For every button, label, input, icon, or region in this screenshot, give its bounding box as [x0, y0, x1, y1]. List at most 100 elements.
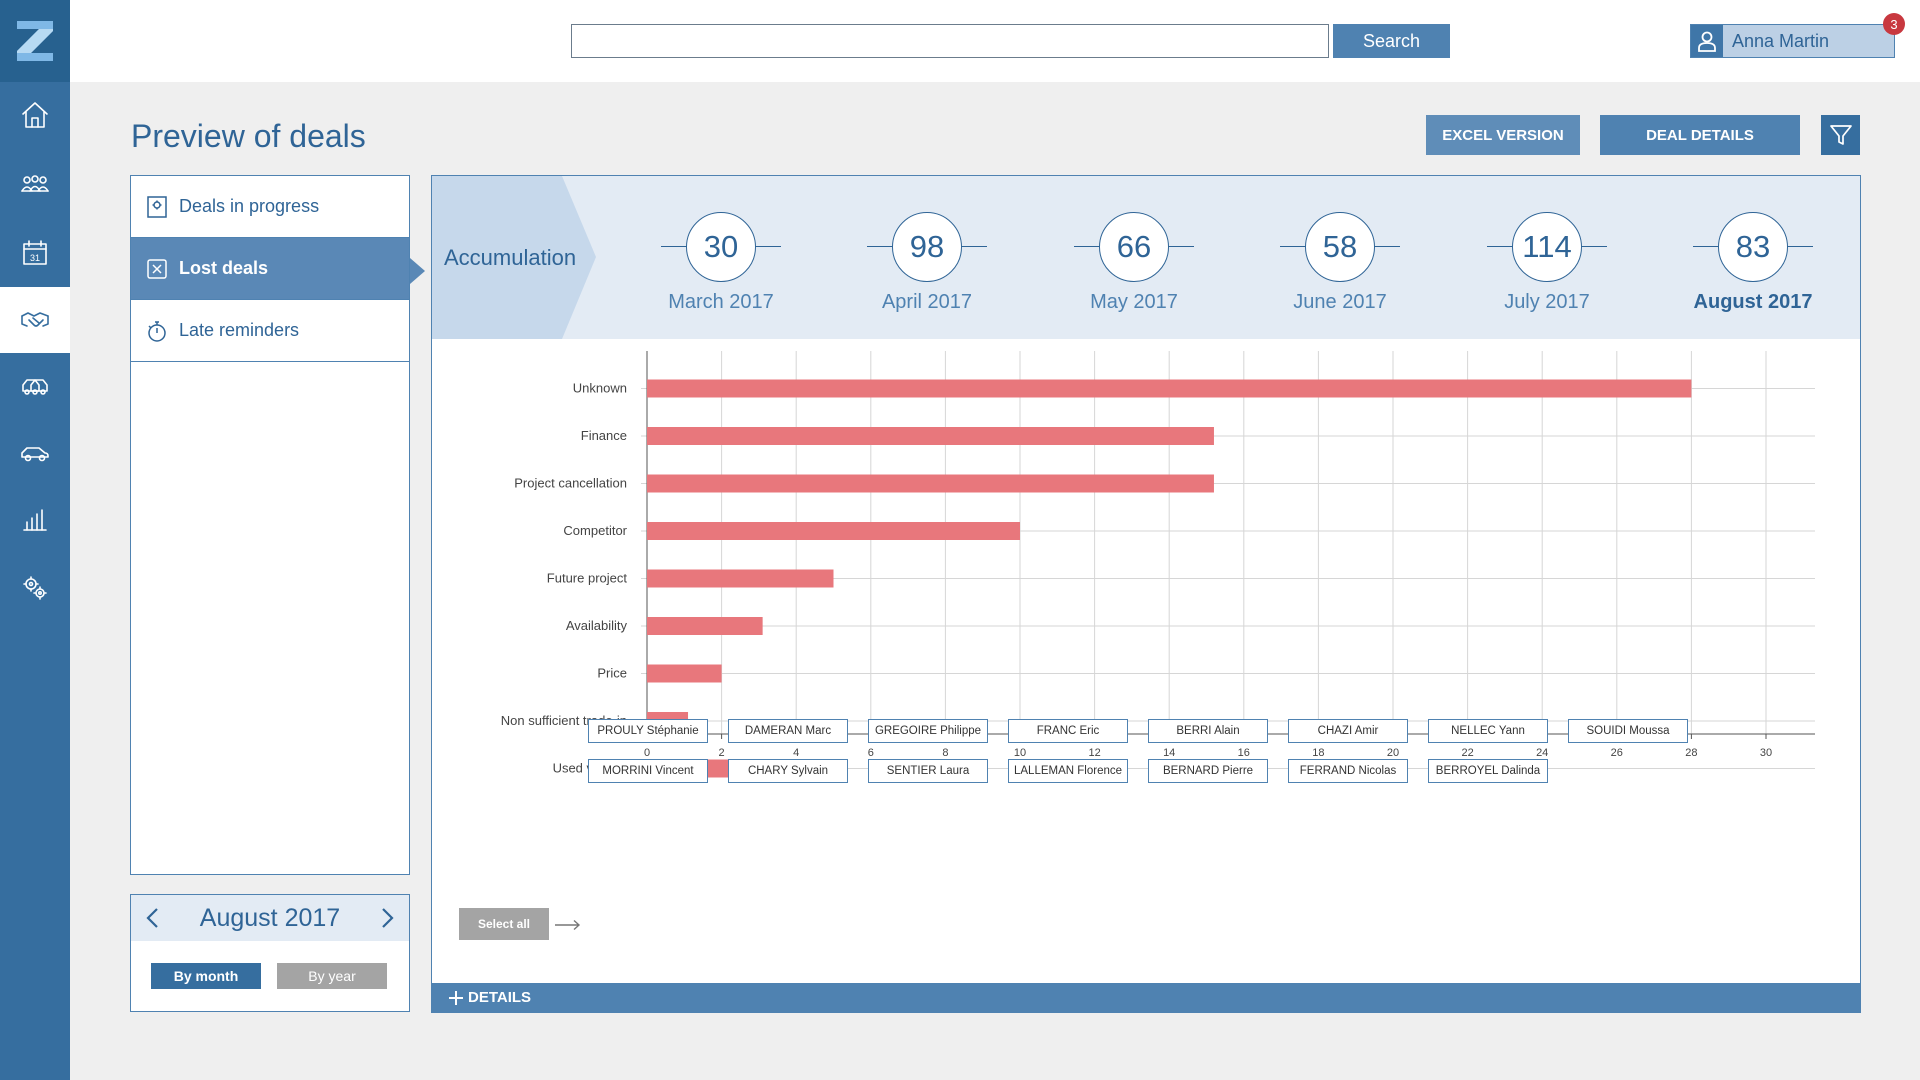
calendar-day: 31 — [30, 253, 40, 263]
menu-item-lost-deals[interactable]: Lost deals — [131, 238, 409, 300]
deals-menu: Deals in progress Lost deals Late remind… — [130, 175, 410, 875]
x-tick-label: 2 — [719, 747, 725, 759]
next-period-button[interactable] — [369, 895, 405, 941]
stopwatch-icon — [148, 320, 166, 342]
x-tick-label: 6 — [868, 747, 874, 759]
salesperson-tag[interactable]: BERRI Alain — [1148, 719, 1268, 743]
nav-car[interactable] — [0, 420, 70, 486]
search-button[interactable]: Search — [1333, 24, 1450, 58]
salesperson-tag[interactable]: FRANC Eric — [1008, 719, 1128, 743]
gear-document-icon — [147, 195, 167, 218]
sidebar: 31 — [0, 0, 70, 1080]
chevron-left-icon — [146, 908, 158, 928]
excel-version-button[interactable]: EXCEL VERSION — [1426, 115, 1580, 155]
salesperson-tag[interactable]: NELLEC Yann — [1428, 719, 1548, 743]
month-count: 114 — [1512, 212, 1582, 282]
x-box-icon — [147, 258, 167, 279]
period-label: August 2017 — [199, 903, 341, 932]
monthly-summary: Accumulation 30 March 2017 98 April 2017 66 M… — [432, 176, 1860, 339]
menu-item-deals-in-progress[interactable]: Deals in progress — [131, 176, 409, 238]
x-tick-label: 24 — [1536, 747, 1548, 759]
category-label: Future project — [547, 571, 628, 586]
bar — [647, 569, 834, 588]
select-all-button[interactable]: Select all — [459, 908, 549, 940]
search-input[interactable] — [571, 24, 1329, 58]
salesperson-tag[interactable]: GREGOIRE Philippe — [868, 719, 988, 743]
menu-item-label: Late reminders — [179, 320, 300, 340]
category-label: Unknown — [573, 381, 627, 396]
x-tick-label: 16 — [1238, 747, 1250, 759]
nav-deals[interactable] — [0, 287, 70, 353]
app-logo[interactable] — [0, 0, 70, 82]
month-count: 66 — [1099, 212, 1169, 282]
month-count: 58 — [1305, 212, 1375, 282]
page-title: Preview of deals — [131, 118, 366, 154]
arrow-right-icon — [554, 918, 582, 931]
category-label: Competitor — [563, 523, 627, 538]
notification-badge[interactable]: 3 — [1883, 13, 1905, 35]
bar — [647, 427, 1214, 445]
salesperson-tag[interactable]: BERNARD Pierre — [1148, 759, 1268, 783]
user-name: Anna Martin — [1732, 30, 1830, 51]
nav-team[interactable] — [0, 152, 70, 218]
salesperson-tag[interactable]: FERRAND Nicolas — [1288, 759, 1408, 783]
salesperson-tag[interactable]: MORRINI Vincent — [588, 759, 708, 783]
x-tick-label: 20 — [1387, 747, 1399, 759]
user-menu[interactable]: Anna Martin — [1690, 24, 1895, 58]
by-month-button[interactable]: By month — [151, 963, 261, 989]
previous-period-button[interactable] — [135, 895, 171, 941]
calendar-icon: 31 — [23, 240, 47, 265]
menu-item-late-reminders[interactable]: Late reminders — [131, 300, 409, 362]
menu-item-label: Deals in progress — [179, 196, 320, 216]
x-tick-label: 4 — [793, 747, 799, 759]
x-tick-label: 26 — [1611, 747, 1623, 759]
bar-chart-icon — [23, 509, 47, 531]
salesperson-tag[interactable]: PROULY Stéphanie — [588, 719, 708, 743]
salesperson-tag[interactable]: SOUIDI Moussa — [1568, 719, 1688, 743]
salesperson-tag[interactable]: SENTIER Laura — [868, 759, 988, 783]
salesperson-tag[interactable]: BERROYEL Dalinda — [1428, 759, 1548, 783]
month-stat[interactable]: 58 June 2017 — [1265, 212, 1415, 332]
salesperson-tag[interactable]: LALLEMAN Florence — [1008, 759, 1128, 783]
x-tick-label: 12 — [1088, 747, 1100, 759]
accumulation-tab[interactable] — [432, 176, 596, 339]
month-stat[interactable]: 83 August 2017 — [1678, 212, 1828, 332]
salesperson-tag[interactable]: CHARY Sylvain — [728, 759, 848, 783]
nav-home[interactable] — [0, 82, 70, 148]
x-tick-label: 28 — [1685, 747, 1697, 759]
salesperson-tag[interactable]: DAMERAN Marc — [728, 719, 848, 743]
month-stat[interactable]: 66 May 2017 — [1059, 212, 1209, 332]
x-tick-label: 8 — [942, 747, 948, 759]
bar — [647, 379, 1692, 398]
category-label: Price — [597, 666, 627, 681]
nav-fleet[interactable] — [0, 353, 70, 419]
filter-icon — [1829, 125, 1852, 145]
deal-details-button[interactable]: DEAL DETAILS — [1600, 115, 1800, 155]
month-stat[interactable]: 98 April 2017 — [852, 212, 1002, 332]
x-tick-label: 22 — [1461, 747, 1473, 759]
x-tick-label: 18 — [1312, 747, 1324, 759]
nav-settings[interactable] — [0, 555, 70, 621]
x-tick-label: 10 — [1014, 747, 1026, 759]
x-tick-label: 0 — [644, 747, 650, 759]
month-count: 83 — [1718, 212, 1788, 282]
bar — [647, 474, 1214, 493]
user-icon — [1691, 25, 1723, 57]
period-header: August 2017 — [131, 895, 409, 941]
bar — [647, 664, 722, 683]
month-stat[interactable]: 114 July 2017 — [1472, 212, 1622, 332]
accumulation-label: Accumulation — [444, 245, 577, 270]
handshake-icon — [21, 312, 49, 327]
category-label: Availability — [566, 618, 628, 633]
nav-calendar[interactable]: 31 — [0, 220, 70, 286]
main-panel: Accumulation 30 March 2017 98 April 2017 66 M… — [431, 175, 1861, 1013]
x-tick-label: 30 — [1760, 747, 1772, 759]
filter-button[interactable] — [1821, 115, 1860, 155]
details-toggle[interactable]: DETAILS — [432, 983, 1860, 1012]
month-label: May 2017 — [1090, 291, 1178, 313]
salesperson-tag[interactable]: CHAZI Amir — [1288, 719, 1408, 743]
nav-reports[interactable] — [0, 487, 70, 553]
settings-icon — [23, 576, 47, 600]
month-stat[interactable]: 30 March 2017 — [646, 212, 796, 332]
by-year-button[interactable]: By year — [277, 963, 387, 989]
